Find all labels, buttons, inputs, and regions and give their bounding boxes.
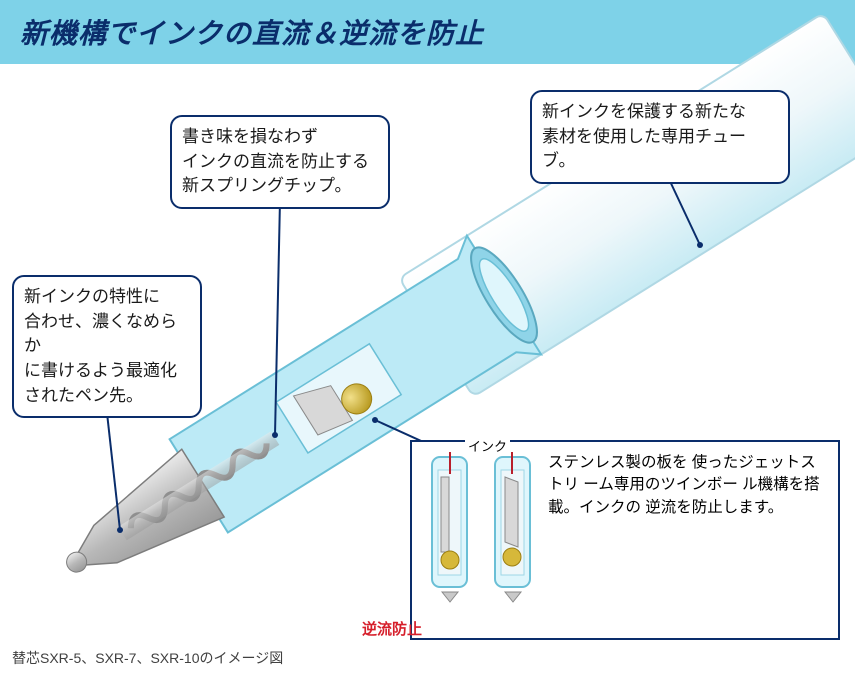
callout-tip: 新インクの特性に 合わせ、濃くなめらか に書けるよう最適化 されたペン先。 [12, 275, 202, 418]
callout-spring: 書き味を損なわず インクの直流を防止する 新スプリングチップ。 [170, 115, 390, 209]
callout-tube: 新インクを保護する新たな 素材を使用した専用チューブ。 [530, 90, 790, 184]
detail-text: ステンレス製の板を 使ったジェットストリ ーム専用のツインボー ル機構を搭載。イ… [548, 452, 828, 519]
callout-tip-text: 新インクの特性に 合わせ、濃くなめらか に書けるよう最適化 されたペン先。 [24, 287, 177, 405]
mini-diagram-2 [485, 452, 540, 607]
callout-spring-text: 書き味を損なわず インクの直流を防止する 新スプリングチップ。 [182, 127, 369, 195]
ink-label: インク [465, 436, 510, 455]
mini-diagram-1 [422, 452, 477, 607]
callout-tube-text: 新インクを保護する新たな 素材を使用した専用チューブ。 [542, 102, 746, 170]
backflow-label: 逆流防止 [362, 618, 422, 639]
detail-box: ステンレス製の板を 使ったジェットストリ ーム専用のツインボー ル機構を搭載。イ… [410, 440, 840, 640]
